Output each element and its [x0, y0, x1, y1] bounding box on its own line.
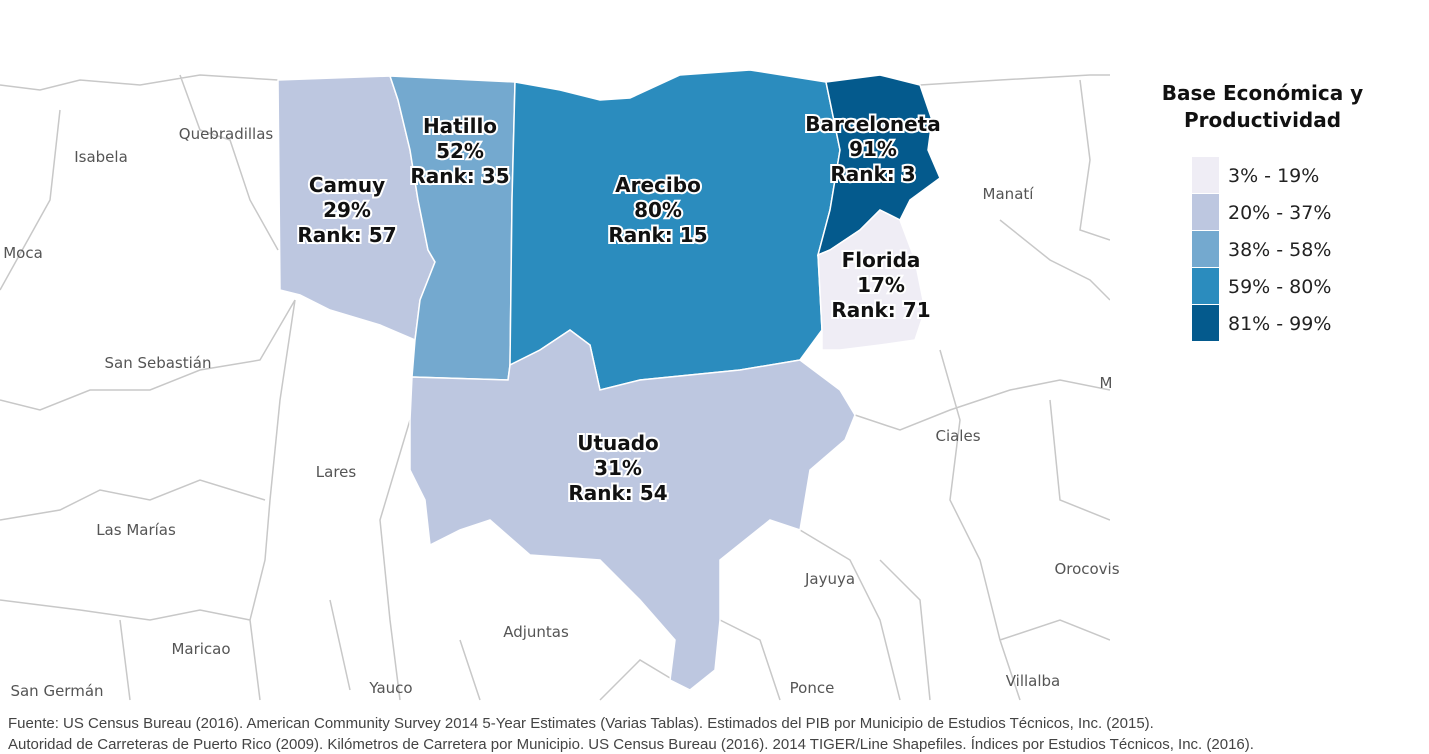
place-label: Las Marías	[96, 521, 176, 539]
place-label: Quebradillas	[179, 125, 274, 143]
region-name: Arecibo	[615, 173, 701, 197]
basemap	[0, 74, 1110, 701]
place-label: Ponce	[790, 679, 835, 697]
place-label: M	[1100, 374, 1113, 392]
place-label: Adjuntas	[503, 623, 569, 641]
region-name: Utuado	[577, 431, 659, 455]
place-label: Villalba	[1006, 672, 1061, 690]
legend-title: Base Económica y Productividad	[1161, 81, 1364, 132]
legend-swatch	[1192, 231, 1219, 267]
source-line: Autoridad de Carreteras de Puerto Rico (…	[8, 736, 1254, 753]
region-percent: 29%	[323, 198, 371, 222]
source-line: Fuente: US Census Bureau (2016). America…	[8, 715, 1154, 732]
region-rank: Rank: 3	[830, 162, 915, 186]
place-label: Lares	[316, 463, 357, 481]
region-percent: 91%	[849, 137, 897, 161]
place-label: Orocovis	[1054, 560, 1119, 578]
region-percent: 17%	[857, 273, 905, 297]
place-label: Yauco	[368, 679, 412, 697]
region-name: Florida	[842, 248, 921, 272]
region-percent: 31%	[594, 456, 642, 480]
legend: 3% - 19% 20% - 37% 38% - 58% 59% - 80% 81% -…	[1192, 157, 1331, 341]
region-rank: Rank: 71	[831, 298, 930, 322]
region-shape	[817, 209, 926, 351]
region-percent: 52%	[436, 139, 484, 163]
region-name: Barceloneta	[805, 112, 940, 136]
region-rank: Rank: 54	[568, 481, 667, 505]
place-label: San Sebastián	[104, 354, 211, 372]
legend-swatch	[1192, 157, 1219, 193]
legend-label: 3% - 19%	[1228, 165, 1319, 187]
legend-label: 59% - 80%	[1228, 276, 1331, 298]
place-label: San Germán	[10, 682, 103, 700]
region-name: Hatillo	[423, 114, 497, 138]
regions	[277, 69, 941, 691]
place-label: Maricao	[171, 640, 230, 658]
region-name: Camuy	[309, 173, 385, 197]
region-rank: Rank: 35	[410, 164, 509, 188]
place-label: Jayuya	[804, 570, 855, 588]
legend-label: 81% - 99%	[1228, 313, 1331, 335]
place-label: Manatí	[983, 185, 1035, 203]
place-label: Isabela	[74, 148, 128, 166]
region-percent: 80%	[634, 198, 682, 222]
region-rank: Rank: 15	[608, 223, 707, 247]
region-rank: Rank: 57	[297, 223, 396, 247]
region-shape	[409, 329, 856, 691]
legend-label: 38% - 58%	[1228, 239, 1331, 261]
border	[0, 74, 1110, 701]
legend-swatch	[1192, 305, 1219, 341]
context-labels: Quebradillas Isabela Moca San Sebastián Lare…	[3, 125, 1120, 700]
place-label: Ciales	[935, 427, 980, 445]
legend-swatch	[1192, 268, 1219, 304]
legend-swatch	[1192, 194, 1219, 230]
legend-label: 20% - 37%	[1228, 202, 1331, 224]
place-label: Moca	[3, 244, 43, 262]
